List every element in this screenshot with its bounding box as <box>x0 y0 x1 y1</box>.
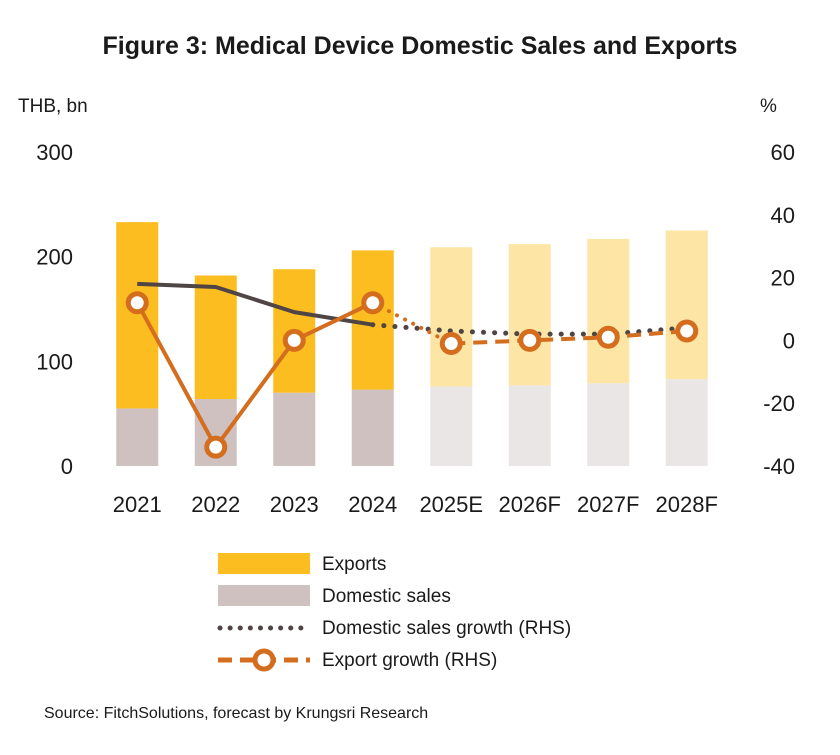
left-tick-label: 0 <box>61 454 73 479</box>
bars <box>116 222 708 466</box>
left-tick-label: 100 <box>36 349 73 374</box>
bar-domestic-2028F <box>665 379 708 466</box>
right-tick-label: 20 <box>771 266 795 291</box>
marker-export-growth-2024 <box>361 291 385 315</box>
legend-label-export-growth: Export growth (RHS) <box>322 650 497 671</box>
bar-domestic-2026F <box>508 385 551 466</box>
line-export-growth-transition <box>370 300 454 346</box>
line-export-growth-forecast <box>451 328 687 346</box>
legend-marker-export-growth <box>252 648 276 672</box>
marker-export-growth-2021 <box>125 291 149 315</box>
left-tick-label: 300 <box>36 140 73 165</box>
marker-export-growth-2023 <box>282 328 306 352</box>
line-domestic-growth-actual <box>137 281 374 327</box>
bar-exports-2021 <box>116 222 159 409</box>
right-axis-ticks: 60 40 20 0 -20 -40 <box>763 140 795 479</box>
category-label: 2023 <box>270 492 319 517</box>
line-export-growth-actual <box>135 300 374 450</box>
category-label: 2024 <box>348 492 397 517</box>
bar-domestic-2021 <box>116 408 159 466</box>
left-tick-label: 200 <box>36 245 73 270</box>
bar-exports-2022 <box>194 275 237 400</box>
bar-domestic-2024 <box>351 389 394 466</box>
bar-domestic-2023 <box>273 392 316 466</box>
right-tick-label: 0 <box>783 328 795 353</box>
marker-export-growth-2028F <box>675 319 699 343</box>
marker-export-growth-2026F <box>518 328 542 352</box>
bar-exports-2025E <box>430 247 473 387</box>
category-label: 2027F <box>577 492 639 517</box>
category-label: 2022 <box>191 492 240 517</box>
chart-title: Figure 3: Medical Device Domestic Sales … <box>103 32 738 60</box>
marker-export-growth-2022 <box>204 435 228 459</box>
legend: Exports Domestic sales Domestic sales gr… <box>217 553 571 672</box>
marker-export-growth-2027F <box>596 325 620 349</box>
bar-exports-2024 <box>351 250 394 390</box>
category-label: 2025E <box>419 492 483 517</box>
bar-exports-2026F <box>508 244 551 386</box>
category-label: 2026F <box>499 492 561 517</box>
bar-domestic-2025E <box>430 386 473 466</box>
legend-label-domestic: Domestic sales <box>322 586 451 607</box>
category-labels: 2021 2022 2023 2024 2025E 2026F 2027F 2028F <box>113 492 718 517</box>
right-tick-label: 40 <box>771 203 795 228</box>
left-axis-ticks: 300 200 100 0 <box>36 140 73 479</box>
bar-exports-2028F <box>665 230 708 380</box>
legend-swatch-domestic <box>218 585 310 606</box>
legend-label-exports: Exports <box>322 554 386 575</box>
left-axis-label: THB, bn <box>18 96 88 117</box>
bar-exports-2027F <box>587 238 630 384</box>
marker-export-growth-2025E <box>439 332 463 356</box>
legend-swatch-exports <box>218 553 310 574</box>
category-label: 2028F <box>656 492 718 517</box>
category-label: 2021 <box>113 492 162 517</box>
right-axis-label: % <box>760 96 777 117</box>
source-note: Source: FitchSolutions, forecast by Krun… <box>44 705 428 722</box>
bar-domestic-2027F <box>587 383 630 466</box>
growth-lines <box>125 281 699 459</box>
legend-label-domestic-growth: Domestic sales growth (RHS) <box>322 618 571 639</box>
right-tick-label: 60 <box>771 140 795 165</box>
right-tick-label: -20 <box>763 391 795 416</box>
right-tick-label: -40 <box>763 454 795 479</box>
